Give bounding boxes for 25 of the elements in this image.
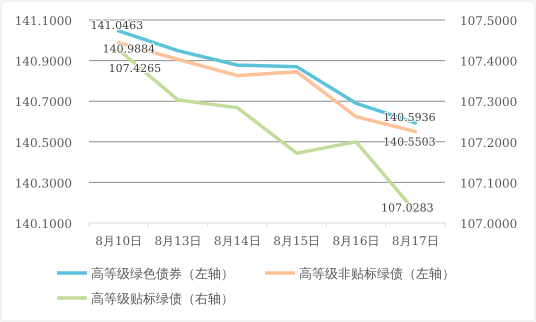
x-tick-label: 8月13日 xyxy=(154,234,202,248)
x-tick-label: 8月17日 xyxy=(392,234,439,248)
legend-label: 高等级贴标绿债（右轴） xyxy=(91,291,234,307)
x-tick-label: 8月15日 xyxy=(273,234,320,248)
legend-label: 高等级绿色债券（左轴） xyxy=(91,266,234,282)
data-label: 141.0463 xyxy=(90,18,144,32)
y2-tick-label: 107.1000 xyxy=(460,176,518,190)
y2-tick-label: 107.5000 xyxy=(460,14,518,28)
x-tick-label: 8月14日 xyxy=(214,234,261,248)
y-tick-label: 140.3000 xyxy=(14,176,72,190)
y-tick-label: 141.1000 xyxy=(14,14,72,28)
x-tick-label: 8月16日 xyxy=(332,234,380,248)
y-tick-label: 140.7000 xyxy=(14,95,72,110)
data-label: 140.9884 xyxy=(102,42,156,56)
y2-tick-label: 107.3000 xyxy=(460,95,518,110)
data-label: 107.4265 xyxy=(108,62,162,75)
y2-tick-label: 107.4000 xyxy=(460,54,518,69)
x-tick-label: 8月10日 xyxy=(95,234,142,248)
y-tick-label: 140.1000 xyxy=(14,217,72,231)
y-tick-label: 140.9000 xyxy=(14,54,72,69)
y2-tick-label: 107.0000 xyxy=(460,217,518,231)
legend-label: 高等级非贴标绿债（左轴） xyxy=(299,266,455,282)
y2-tick-label: 107.2000 xyxy=(460,136,518,150)
y-tick-label: 140.5000 xyxy=(14,136,72,150)
data-label: 107.0283 xyxy=(381,202,434,215)
